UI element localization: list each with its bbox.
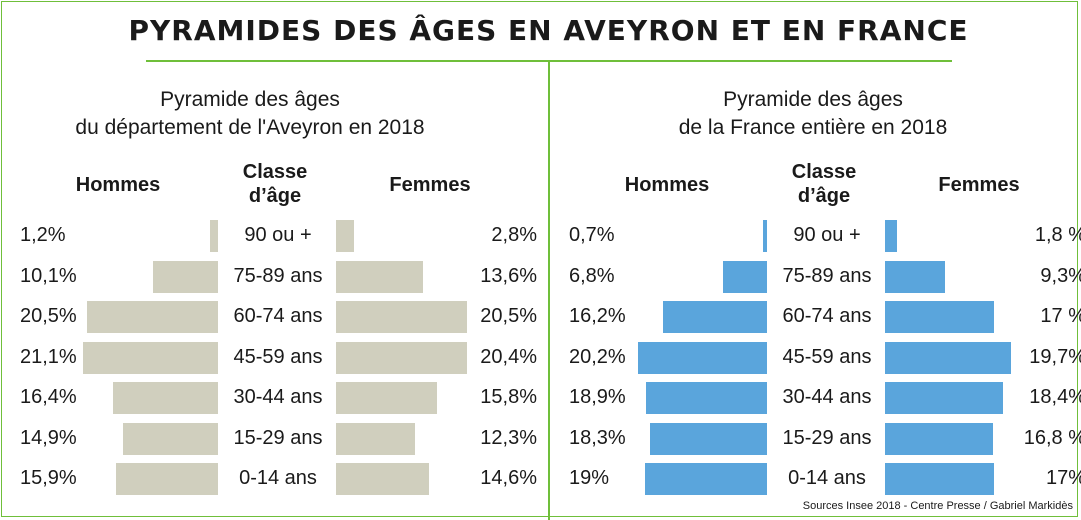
- aveyron-femmes-value-label: 2,8%: [491, 224, 537, 246]
- aveyron-class-header-line-1: Classe: [242, 161, 308, 183]
- aveyron-age-class-label: 45-59 ans: [233, 345, 323, 368]
- france-hommes-bar: [649, 422, 767, 455]
- france-hommes-bar: [646, 382, 767, 414]
- aveyron-class-header: Classe d’âge: [225, 160, 325, 208]
- france-hommes-bar: [663, 301, 767, 333]
- aveyron-femmes-value-label: 15,8%: [480, 386, 537, 408]
- france-hommes-value-label: 19%: [569, 467, 610, 489]
- france-femmes-header: Femmes: [938, 174, 1020, 196]
- aveyron-hommes-value-label: 21,1%: [20, 345, 77, 368]
- aveyron-subtitle: Pyramide des âges du département de l'Av…: [0, 86, 520, 142]
- aveyron-femmes-value-label: 14,6%: [480, 467, 537, 489]
- aveyron-femmes-bar: [336, 341, 467, 374]
- aveyron-femmes-bar: [336, 260, 424, 293]
- aveyron-hommes-bar: [116, 463, 218, 495]
- france-femmes-bar: [885, 341, 1012, 374]
- france-femmes-value-label: 17%: [1045, 467, 1081, 489]
- france-hommes-bar: [762, 220, 767, 252]
- france-age-class-label: 15-29 ans: [782, 426, 872, 449]
- aveyron-hommes-bar: [210, 220, 218, 252]
- aveyron-femmes-value-label: 20,5%: [480, 305, 537, 327]
- panel-divider: [548, 62, 550, 520]
- france-hommes-value-label: 18,9%: [569, 386, 626, 408]
- france-pyramid-panel: Pyramide des âges de la France entière e…: [549, 0, 1081, 520]
- aveyron-hommes-value-label: 10,1%: [20, 264, 77, 287]
- aveyron-hommes-value-label: 15,9%: [20, 467, 77, 489]
- aveyron-class-header-line-2: d’âge: [248, 185, 302, 207]
- france-femmes-bar: [885, 260, 945, 293]
- france-hommes-bar: [637, 341, 767, 374]
- aveyron-age-class-label: 30-44 ans: [233, 386, 323, 408]
- france-hommes-header: Hommes: [624, 174, 710, 196]
- france-subtitle: Pyramide des âges de la France entière e…: [543, 86, 1081, 142]
- france-class-header-line-1: Classe: [791, 161, 857, 183]
- aveyron-age-class-label: 90 ou +: [244, 224, 312, 246]
- aveyron-age-class-label: 75-89 ans: [233, 264, 323, 287]
- aveyron-femmes-bar: [336, 220, 354, 252]
- france-age-class-label: 30-44 ans: [782, 386, 872, 408]
- france-hommes-value-label: 6,8%: [569, 264, 615, 287]
- aveyron-hommes-header: Hommes: [75, 174, 161, 196]
- france-class-header-line-2: d’âge: [797, 185, 851, 207]
- france-hommes-value-label: 16,2%: [569, 305, 626, 327]
- france-age-class-label: 75-89 ans: [782, 264, 872, 287]
- page-title: PYRAMIDES DES ÂGES EN AVEYRON ET EN FRAN…: [128, 14, 969, 47]
- aveyron-hommes-bar: [82, 341, 218, 374]
- aveyron-pyramid-panel: Pyramide des âges du département de l'Av…: [0, 0, 540, 520]
- source-credit: Sources Insee 2018 - Centre Presse / Gab…: [802, 500, 1073, 512]
- france-femmes-bar: [885, 422, 993, 455]
- aveyron-hommes-value-label: 16,4%: [20, 386, 77, 408]
- aveyron-hommes-bar: [122, 422, 218, 455]
- aveyron-femmes-value-label: 12,3%: [480, 426, 537, 449]
- france-hommes-value-label: 0,7%: [569, 224, 615, 246]
- aveyron-femmes-header: Femmes: [389, 174, 471, 196]
- aveyron-femmes-bar: [336, 422, 415, 455]
- france-femmes-value-label: 1,8 %: [1034, 224, 1081, 246]
- france-hommes-value-label: 20,2%: [569, 345, 626, 368]
- aveyron-hommes-value-label: 1,2%: [20, 224, 66, 246]
- aveyron-age-class-label: 0-14 ans: [239, 467, 317, 489]
- france-femmes-bar: [885, 301, 994, 333]
- aveyron-hommes-value-label: 20,5%: [20, 305, 77, 327]
- france-subtitle-line-2: de la France entière en 2018: [678, 116, 948, 139]
- aveyron-hommes-bar: [86, 301, 218, 333]
- france-hommes-bar: [645, 463, 767, 495]
- aveyron-femmes-bar: [336, 301, 468, 333]
- aveyron-subtitle-line-1: Pyramide des âges: [160, 88, 340, 111]
- aveyron-subtitle-line-2: du département de l'Aveyron en 2018: [75, 116, 425, 139]
- france-class-header: Classe d’âge: [774, 160, 874, 208]
- france-hommes-value-label: 18,3%: [569, 426, 626, 449]
- aveyron-hommes-value-label: 14,9%: [20, 426, 77, 449]
- france-femmes-bar: [885, 463, 994, 495]
- aveyron-femmes-value-label: 13,6%: [480, 264, 537, 287]
- france-femmes-value-label: 18,4%: [1029, 386, 1081, 408]
- france-femmes-bar: [885, 382, 1003, 414]
- aveyron-hommes-bar: [113, 382, 218, 414]
- aveyron-hommes-bar: [153, 260, 218, 293]
- france-femmes-bar: [885, 220, 897, 252]
- aveyron-femmes-bar: [336, 382, 438, 414]
- france-hommes-bar: [723, 260, 767, 293]
- france-age-class-label: 60-74 ans: [782, 305, 872, 327]
- france-femmes-value-label: 16,8 %: [1023, 426, 1081, 449]
- france-femmes-value-label: 17 %: [1040, 305, 1081, 327]
- aveyron-femmes-bar: [336, 463, 430, 495]
- aveyron-femmes-value-label: 20,4%: [480, 345, 537, 368]
- france-age-class-label: 45-59 ans: [782, 345, 872, 368]
- france-age-class-label: 0-14 ans: [788, 467, 866, 489]
- aveyron-age-class-label: 15-29 ans: [233, 426, 323, 449]
- aveyron-age-class-label: 60-74 ans: [233, 305, 323, 327]
- title-underline: [146, 60, 952, 62]
- france-femmes-value-label: 19,7%: [1029, 345, 1081, 368]
- france-femmes-value-label: 9,3%: [1040, 264, 1081, 287]
- france-age-class-label: 90 ou +: [793, 224, 861, 246]
- france-subtitle-line-1: Pyramide des âges: [723, 88, 903, 111]
